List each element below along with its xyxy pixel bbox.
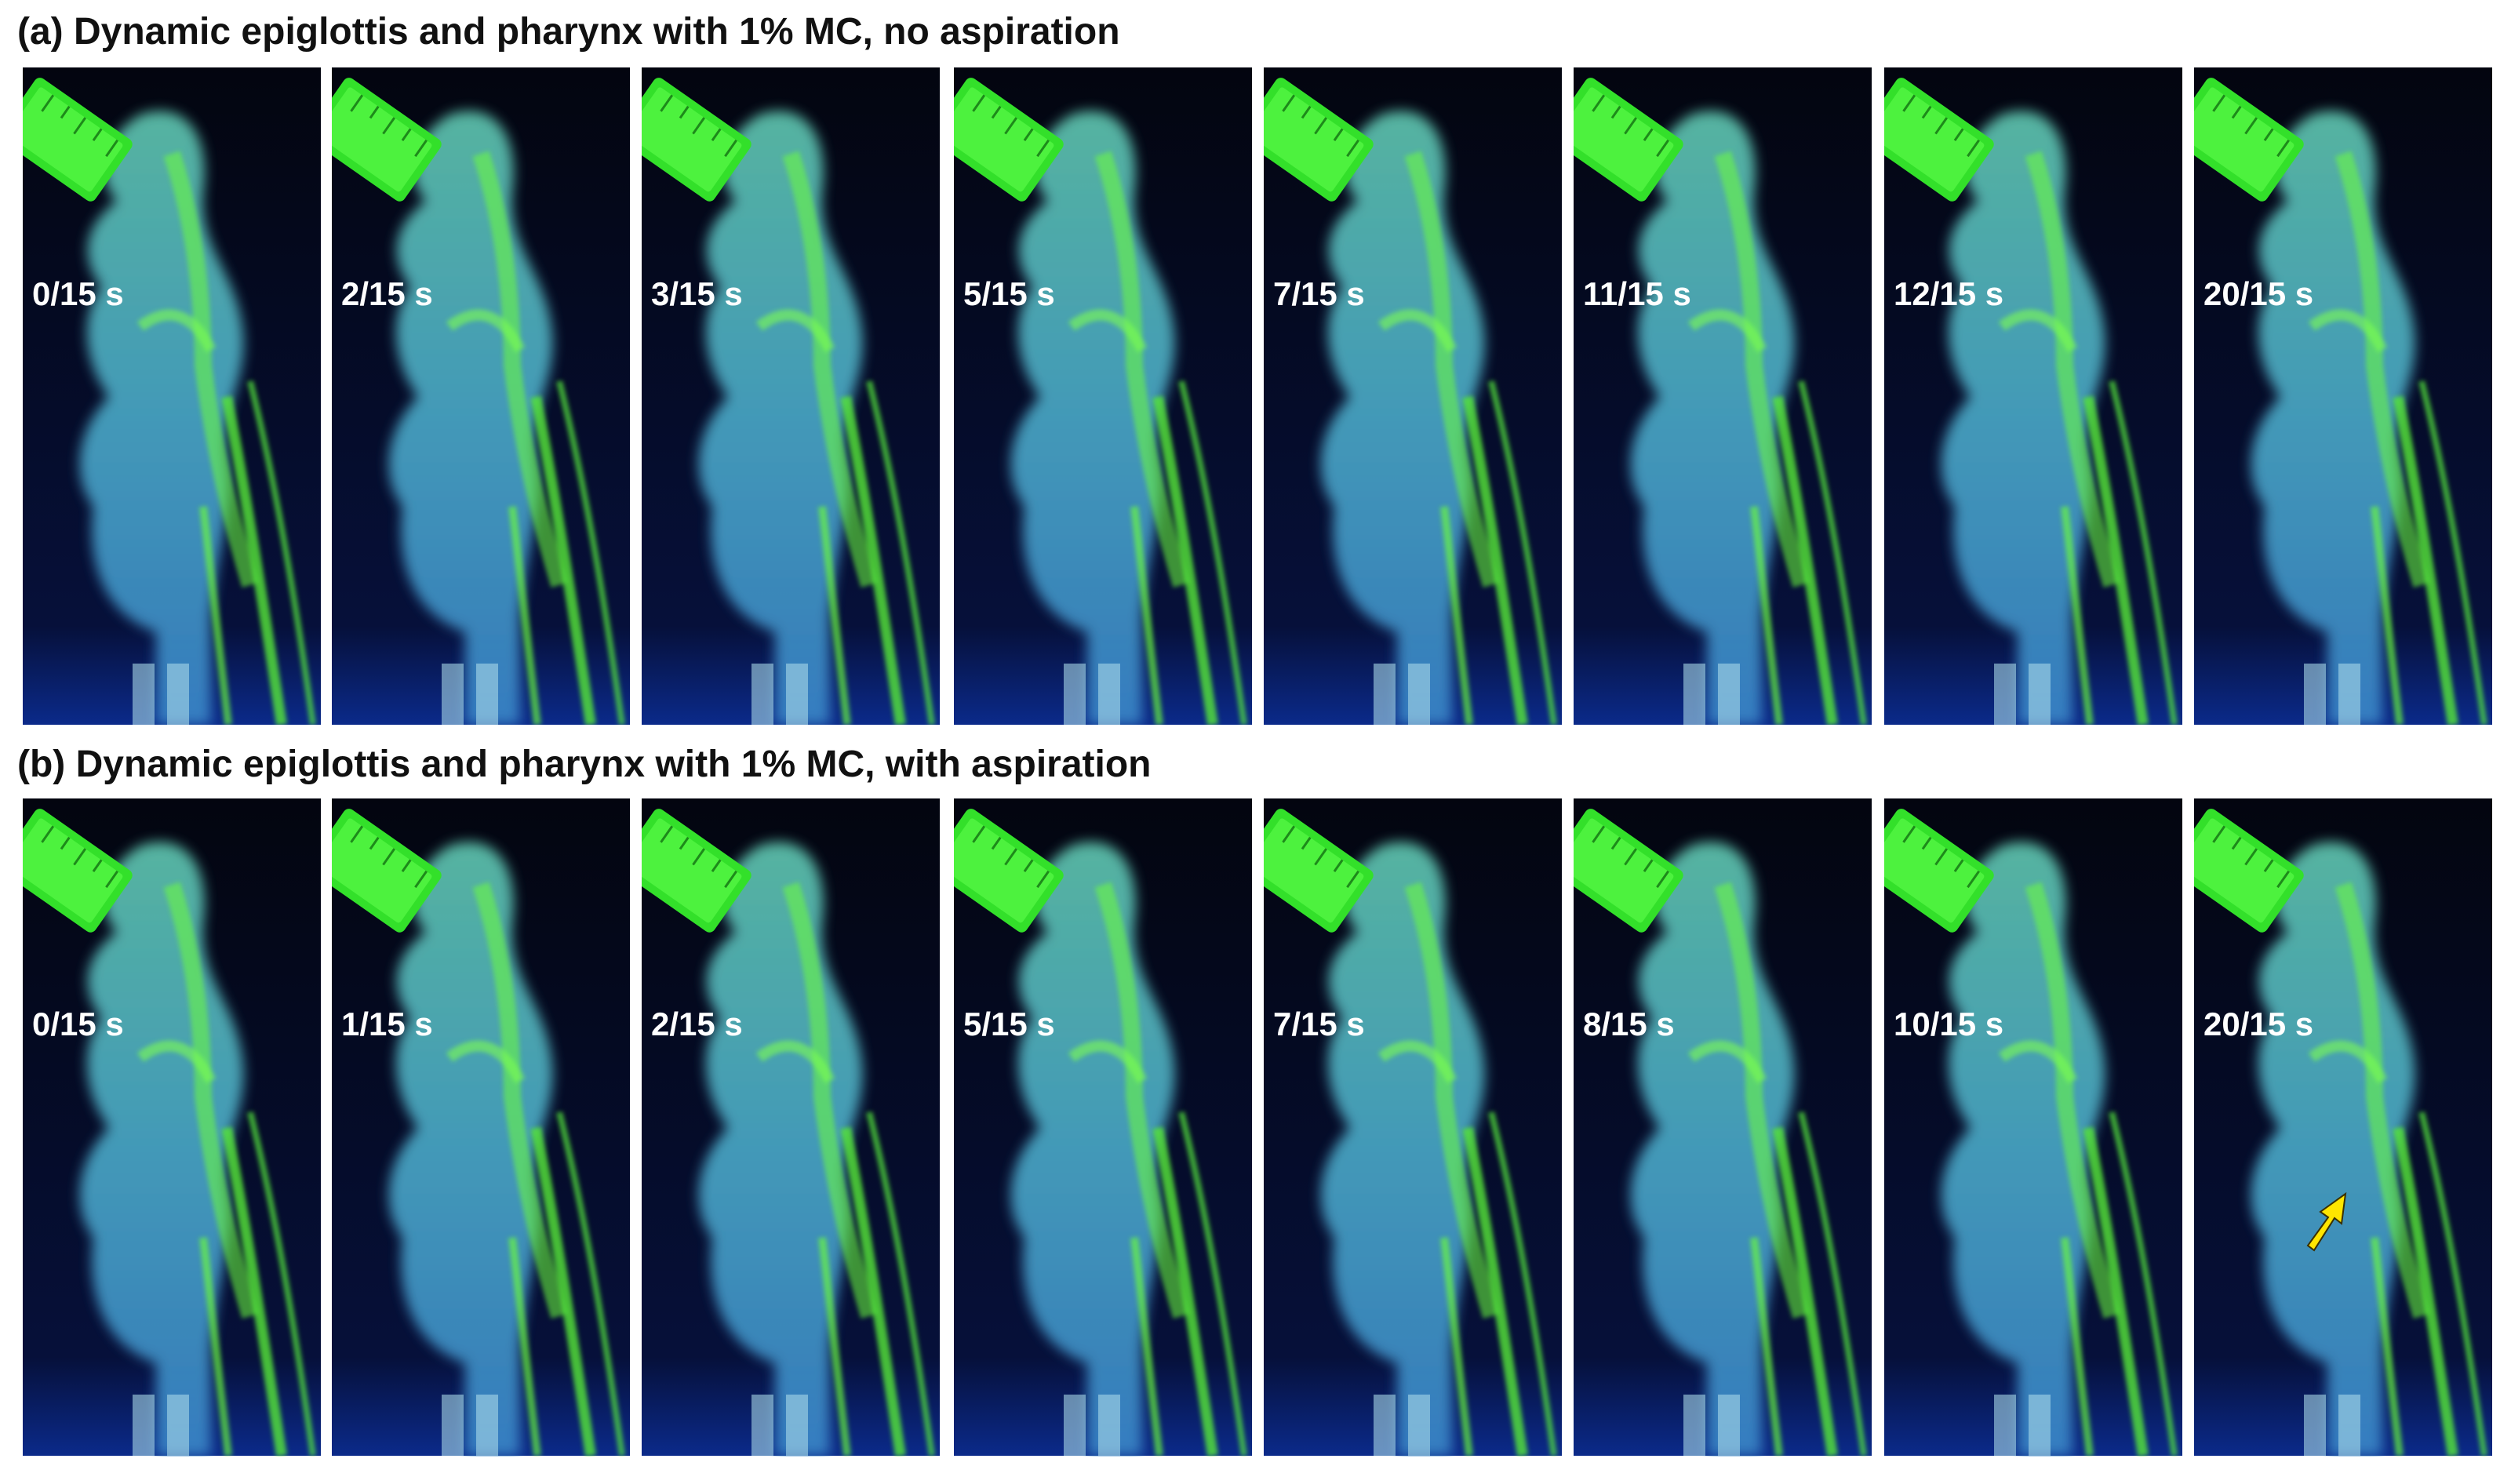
video-frame	[1858, 798, 2182, 1456]
video-frame	[0, 67, 321, 725]
video-frame	[305, 798, 630, 1456]
panels: (a) Dynamic epiglottis and pharynx with …	[0, 11, 2492, 1456]
frame-time: 10/15 s	[1894, 1006, 2003, 1042]
frame-time: 20/15 s	[2203, 275, 2313, 312]
video-frame	[1858, 67, 2182, 725]
video-frame	[1547, 798, 1872, 1456]
video-frame	[0, 798, 321, 1456]
frame-time: 12/15 s	[1894, 275, 2003, 312]
panel-title: (a) Dynamic epiglottis and pharynx with …	[17, 11, 1120, 53]
frame-time: 1/15 s	[341, 1006, 433, 1042]
video-frame	[1237, 798, 1562, 1456]
frame-time: 2/15 s	[651, 1006, 743, 1042]
frame-time: 20/15 s	[2203, 1006, 2313, 1042]
video-frame	[2167, 67, 2492, 725]
frame-time: 7/15 s	[1273, 1006, 1365, 1042]
video-frame	[615, 67, 940, 725]
frame-time: 2/15 s	[341, 275, 433, 312]
frame-time: 5/15 s	[963, 275, 1055, 312]
panel-title: (b) Dynamic epiglottis and pharynx with …	[17, 744, 1151, 785]
aspiration-arrow	[2306, 1191, 2347, 1252]
video-frame	[1237, 67, 1562, 725]
video-frame	[927, 798, 1252, 1456]
video-frame	[305, 67, 630, 725]
frame-time: 11/15 s	[1583, 275, 1691, 312]
frame-time: 0/15 s	[32, 275, 124, 312]
frame-time: 7/15 s	[1273, 275, 1365, 312]
frame-time: 3/15 s	[651, 275, 743, 312]
video-frame	[1547, 67, 1872, 725]
frame-time: 5/15 s	[963, 1006, 1055, 1042]
frame-time: 8/15 s	[1583, 1006, 1675, 1042]
frame-time: 0/15 s	[32, 1006, 124, 1042]
video-frame	[615, 798, 940, 1456]
video-frame	[2167, 798, 2492, 1456]
video-frame	[927, 67, 1252, 725]
